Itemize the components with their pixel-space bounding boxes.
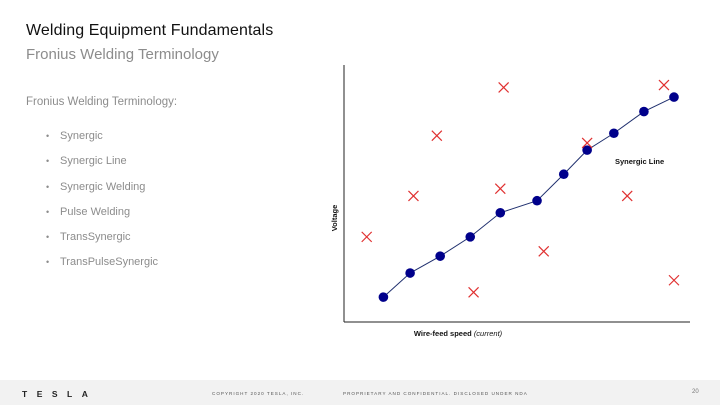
slide-title: Welding Equipment Fundamentals xyxy=(26,22,274,39)
x-axis-label: Wire-feed speed (current) xyxy=(414,329,503,338)
synergic-point xyxy=(558,169,569,180)
list-item: • Synergic Welding xyxy=(46,175,158,200)
x-marker-icon xyxy=(431,130,443,142)
synergic-line xyxy=(383,96,675,298)
x-marker-icon xyxy=(621,190,633,202)
list-item: • Synergic xyxy=(46,124,158,149)
x-marker-icon xyxy=(408,190,419,202)
y-axis-label: Voltage xyxy=(330,205,339,232)
page-number: 20 xyxy=(692,389,699,395)
x-marker-icon xyxy=(361,231,373,243)
x-axis-label-main: Wire-feed speed xyxy=(414,329,472,338)
section-heading: Fronius Welding Terminology: xyxy=(26,96,178,108)
footer-bar xyxy=(0,380,720,405)
synergic-point xyxy=(378,292,389,302)
synergic-point xyxy=(405,268,415,278)
synergic-point xyxy=(495,207,506,218)
list-item-label: Synergic Welding xyxy=(60,180,146,193)
list-item-label: Synergic xyxy=(60,130,103,142)
bullet-icon: • xyxy=(46,206,50,217)
list-item: • TransPulseSynergic xyxy=(46,250,158,275)
x-marker-icon xyxy=(538,245,550,257)
synergic-chart: Voltage Wire-feed speed (current) Synerg… xyxy=(330,65,690,338)
chart-marks xyxy=(361,79,680,302)
bullet-icon: • xyxy=(46,131,50,141)
synergic-point xyxy=(532,195,542,206)
synergic-point xyxy=(435,251,445,261)
list-item-label: Pulse Welding xyxy=(60,205,131,218)
list-item: • Pulse Welding xyxy=(46,200,158,225)
confidential-text: PROPRIETARY AND CONFIDENTIAL. DISCLOSED … xyxy=(343,391,528,396)
x-marker-icon xyxy=(658,79,670,91)
x-marker-icon xyxy=(494,183,506,195)
synergic-point xyxy=(669,92,679,102)
slide-subtitle: Fronius Welding Terminology xyxy=(26,46,219,63)
synergic-point xyxy=(609,128,619,139)
synergic-point xyxy=(465,232,476,242)
list-item-label: TransPulseSynergic xyxy=(60,256,159,269)
x-marker-icon xyxy=(498,82,510,93)
terminology-list: • Synergic • Synergic Line • Synergic Weldi… xyxy=(46,124,158,276)
synergic-line-label: Synergic Line xyxy=(615,157,664,166)
list-item: • Synergic Line xyxy=(46,149,158,174)
list-item: • TransSynergic xyxy=(46,225,158,250)
bullet-icon: • xyxy=(46,257,50,268)
synergic-point xyxy=(582,145,592,155)
bullet-icon: • xyxy=(46,156,50,167)
list-item-label: TransSynergic xyxy=(60,231,131,244)
bullet-icon: • xyxy=(46,181,50,192)
x-marker-icon xyxy=(468,286,480,298)
x-marker-icon xyxy=(581,137,593,149)
tesla-logo: TESLA xyxy=(22,389,98,399)
x-axis-label-suffix: (current) xyxy=(474,329,503,338)
synergic-point xyxy=(639,106,649,117)
list-item-label: Synergic Line xyxy=(60,155,127,168)
bullet-icon: • xyxy=(46,232,50,243)
copyright-text: COPYRIGHT 2020 TESLA, INC. xyxy=(212,391,305,396)
x-marker-icon xyxy=(668,274,680,286)
